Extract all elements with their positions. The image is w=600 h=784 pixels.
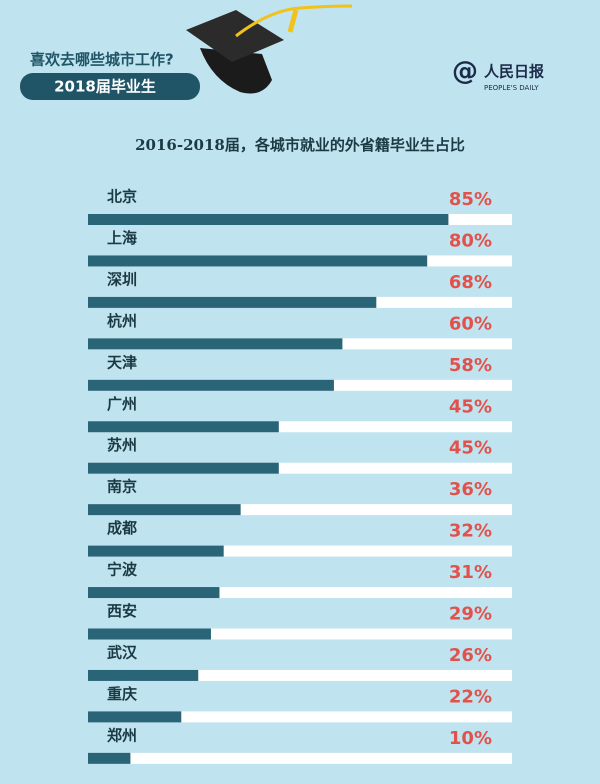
bar bbox=[88, 711, 182, 723]
bar-track bbox=[88, 628, 512, 640]
bar bbox=[88, 296, 377, 308]
bar bbox=[88, 669, 199, 681]
value-label: 68% bbox=[449, 272, 492, 293]
bar bbox=[88, 628, 211, 640]
header-question: 喜欢去哪些城市工作? bbox=[30, 51, 174, 69]
bar bbox=[88, 214, 449, 225]
category-label: 武汉 bbox=[107, 643, 138, 661]
category-label: 广州 bbox=[107, 395, 137, 413]
category-label: 南京 bbox=[107, 478, 137, 496]
category-label: 西安 bbox=[107, 602, 137, 620]
category-label: 上海 bbox=[107, 229, 137, 247]
category-label: 郑州 bbox=[107, 726, 137, 744]
bar bbox=[88, 545, 224, 557]
bar-track bbox=[88, 421, 512, 433]
logo-english: PEOPLE'S DAILY bbox=[484, 84, 539, 92]
category-label: 宁波 bbox=[107, 561, 138, 579]
value-label: 26% bbox=[449, 645, 492, 666]
category-label: 杭州 bbox=[107, 312, 137, 330]
value-label: 45% bbox=[449, 438, 492, 459]
logo-name: 人民日报 bbox=[484, 63, 544, 81]
bar-track bbox=[88, 711, 512, 723]
category-label: 深圳 bbox=[107, 270, 137, 288]
bar bbox=[88, 752, 131, 764]
bar bbox=[88, 587, 220, 599]
bar bbox=[88, 255, 428, 267]
bar bbox=[88, 504, 241, 516]
value-label: 31% bbox=[449, 562, 492, 583]
logo: @ 人民日报 PEOPLE'S DAILY bbox=[452, 57, 544, 93]
category-label: 天津 bbox=[107, 353, 137, 371]
bar bbox=[88, 338, 343, 350]
value-label: 22% bbox=[449, 686, 492, 707]
value-label: 85% bbox=[449, 189, 492, 210]
value-label: 36% bbox=[449, 479, 492, 500]
value-label: 45% bbox=[449, 396, 492, 417]
value-label: 10% bbox=[449, 728, 492, 749]
cap-tassel bbox=[235, 4, 353, 38]
value-label: 32% bbox=[449, 521, 492, 542]
category-label: 苏州 bbox=[107, 436, 137, 454]
bar-track bbox=[88, 752, 512, 764]
bar-track bbox=[88, 504, 512, 516]
value-label: 29% bbox=[449, 604, 492, 625]
bar bbox=[88, 462, 279, 474]
chart-title: 2016-2018届，各城市就业的外省籍毕业生占比 bbox=[135, 136, 465, 154]
category-label: 北京 bbox=[107, 188, 137, 206]
category-label: 重庆 bbox=[107, 685, 137, 703]
value-label: 60% bbox=[449, 313, 492, 334]
bar bbox=[88, 379, 334, 391]
category-label: 成都 bbox=[107, 519, 137, 537]
bar-track bbox=[88, 669, 512, 681]
value-label: 58% bbox=[449, 355, 492, 376]
bar-track bbox=[88, 545, 512, 557]
bar-track bbox=[88, 462, 512, 474]
bar bbox=[88, 421, 279, 433]
value-label: 80% bbox=[449, 230, 492, 251]
logo-at: @ bbox=[452, 57, 478, 87]
header-badge-text: 2018届毕业生 bbox=[54, 78, 156, 96]
bar-track bbox=[88, 587, 512, 599]
cap-top bbox=[186, 10, 284, 62]
header-badge bbox=[20, 73, 200, 100]
cap-tassel-end bbox=[287, 9, 299, 33]
cap-base bbox=[200, 48, 272, 94]
graduation-cap bbox=[186, 4, 353, 94]
